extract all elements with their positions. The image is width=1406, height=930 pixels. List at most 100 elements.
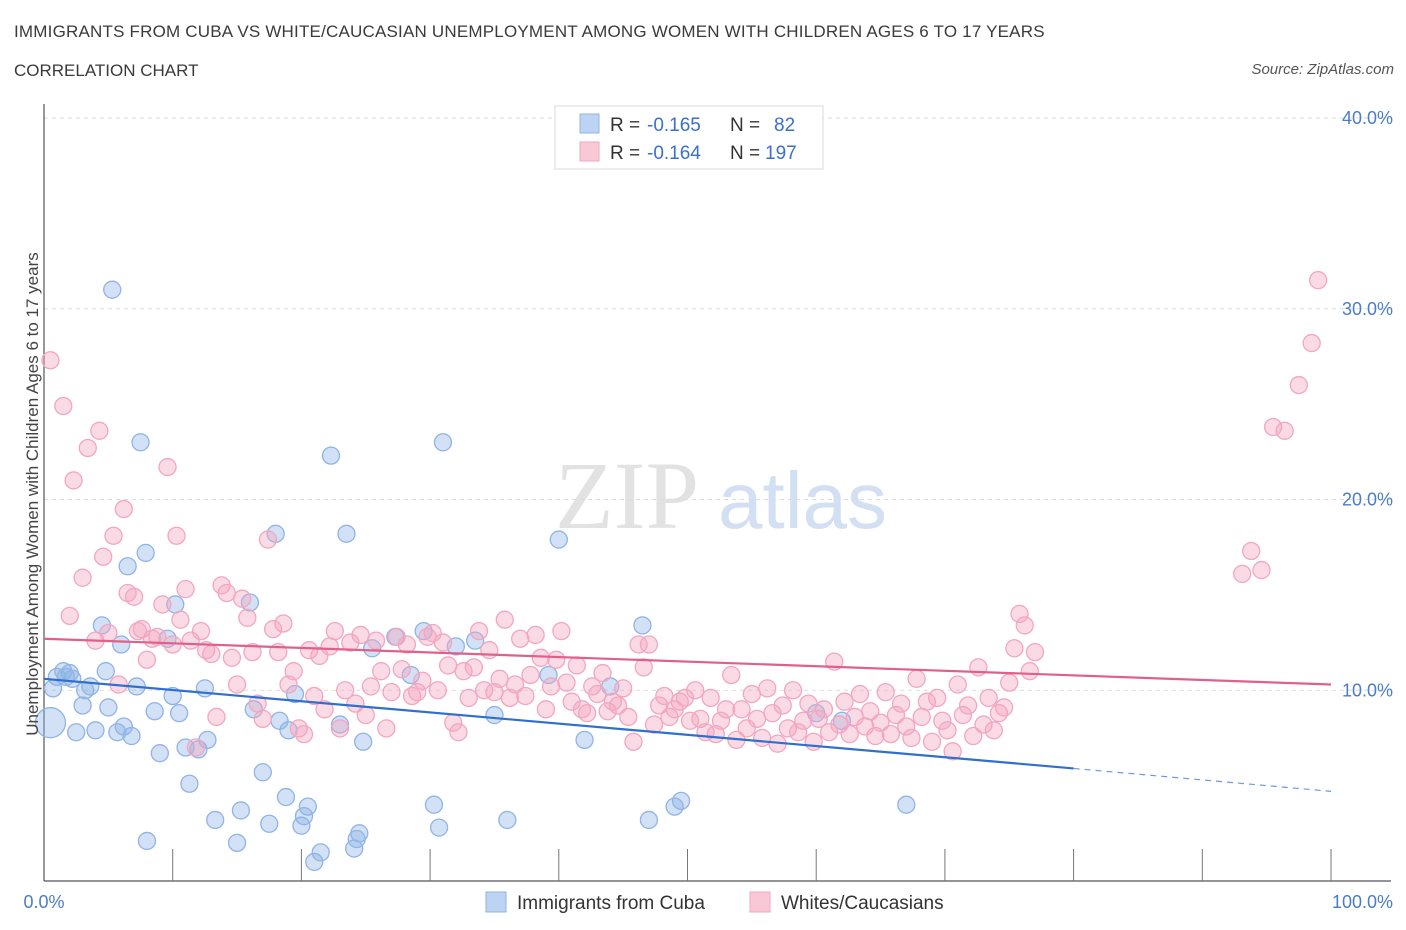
point-cuba-62 [401, 665, 420, 685]
point-cuba-58 [350, 824, 369, 843]
x-tick-label-1: 100.0% [1332, 892, 1393, 912]
point-whites-70 [408, 683, 427, 702]
point-whites-49 [299, 641, 319, 660]
point-whites-149 [814, 700, 834, 719]
point-whites-124 [686, 681, 705, 700]
point-whites-145 [794, 711, 813, 730]
point-whites-28 [191, 621, 211, 641]
axes [43, 104, 1391, 882]
legend-r-value-cuba: -0.165 [647, 115, 701, 136]
point-whites-57 [341, 633, 360, 652]
point-whites-76 [438, 656, 458, 675]
series-legend: Immigrants from Cuba Whites/Caucasians [485, 891, 944, 914]
point-whites-8 [94, 547, 113, 566]
point-whites-44 [274, 614, 293, 633]
y-tick-label-1: 20.0% [1342, 490, 1393, 510]
point-cuba-23 [136, 543, 155, 563]
point-whites-167 [907, 669, 926, 688]
x-tick-label-0: 0.0% [23, 892, 64, 912]
point-whites-4 [73, 568, 92, 587]
point-whites-150 [819, 723, 839, 742]
point-cuba-53 [321, 446, 341, 465]
point-whites-186 [1005, 639, 1024, 658]
point-whites-188 [1015, 616, 1034, 635]
point-whites-179 [969, 658, 988, 677]
point-whites-156 [850, 684, 870, 704]
point-whites-176 [953, 705, 973, 725]
point-whites-97 [547, 650, 566, 669]
point-whites-91 [516, 686, 535, 706]
legend-n-label-whites: N = [730, 143, 760, 164]
point-whites-146 [799, 694, 818, 713]
legend-n-value-cuba: 82 [774, 115, 795, 136]
point-whites-53 [320, 637, 339, 656]
point-whites-21 [158, 457, 177, 477]
point-cuba-19 [118, 557, 137, 576]
point-whites-194 [1263, 417, 1283, 437]
point-cuba-51 [305, 852, 324, 872]
trend-line-whites [43, 637, 1332, 686]
point-whites-23 [167, 526, 186, 545]
point-whites-20 [153, 595, 172, 614]
point-whites-66 [387, 627, 406, 646]
point-cuba-59 [354, 732, 373, 751]
point-cuba-72 [549, 530, 568, 549]
point-whites-130 [716, 700, 736, 719]
point-whites-198 [1308, 270, 1328, 290]
point-whites-163 [886, 705, 906, 725]
point-whites-187 [1010, 604, 1029, 624]
point-whites-14 [124, 587, 144, 606]
source-credit: Source: ZipAtlas.com [1251, 61, 1394, 78]
bottom-legend-label-whites: Whites/Caucasians [781, 893, 944, 914]
point-whites-139 [763, 703, 782, 723]
bottom-legend-label-cuba: Immigrants from Cuba [517, 893, 705, 914]
legend-r-label-whites: R = [610, 143, 640, 164]
point-cuba-36 [206, 810, 225, 830]
point-whites-144 [789, 723, 808, 742]
point-cuba-8 [73, 696, 92, 715]
point-whites-137 [752, 728, 772, 748]
point-whites-40 [253, 709, 272, 729]
legend-n-label-cuba: N = [730, 115, 760, 136]
point-cuba-78 [671, 791, 691, 811]
point-whites-36 [233, 589, 252, 608]
point-whites-75 [433, 633, 453, 652]
point-cuba-10 [81, 677, 100, 696]
y-tick-label-0: 10.0% [1342, 680, 1393, 700]
point-whites-138 [758, 679, 777, 698]
point-whites-160 [871, 713, 890, 732]
point-whites-41 [258, 530, 278, 549]
point-whites-114 [634, 658, 653, 677]
point-whites-196 [1289, 375, 1308, 395]
point-cuba-7 [67, 723, 86, 742]
point-whites-24 [171, 610, 190, 629]
point-whites-58 [346, 694, 365, 713]
point-whites-52 [315, 700, 334, 719]
point-cuba-28 [163, 686, 182, 706]
point-whites-1 [54, 396, 73, 416]
y-axis-label: Unemployment Among Women with Children A… [23, 252, 42, 736]
point-whites-141 [773, 696, 792, 715]
point-cuba-75 [633, 616, 652, 635]
point-whites-61 [361, 677, 381, 696]
point-whites-133 [732, 700, 751, 719]
point-cuba-76 [639, 810, 659, 830]
legend-swatch-whites [579, 141, 600, 162]
point-whites-169 [917, 692, 937, 711]
point-whites-148 [809, 709, 828, 729]
point-whites-136 [747, 709, 767, 729]
point-whites-30 [202, 644, 221, 664]
point-whites-165 [897, 717, 916, 736]
point-whites-113 [629, 635, 648, 654]
point-cuba-69 [485, 705, 504, 725]
point-whites-182 [984, 721, 1003, 740]
point-whites-79 [454, 662, 473, 681]
bottom-legend-swatch-whites [749, 891, 771, 913]
point-whites-100 [562, 692, 581, 711]
point-cuba-0 [34, 707, 67, 739]
bottom-legend-swatch-cuba [485, 891, 507, 913]
points-layer [34, 270, 1328, 872]
point-whites-92 [521, 665, 540, 685]
trend-line-cuba [43, 677, 1074, 770]
